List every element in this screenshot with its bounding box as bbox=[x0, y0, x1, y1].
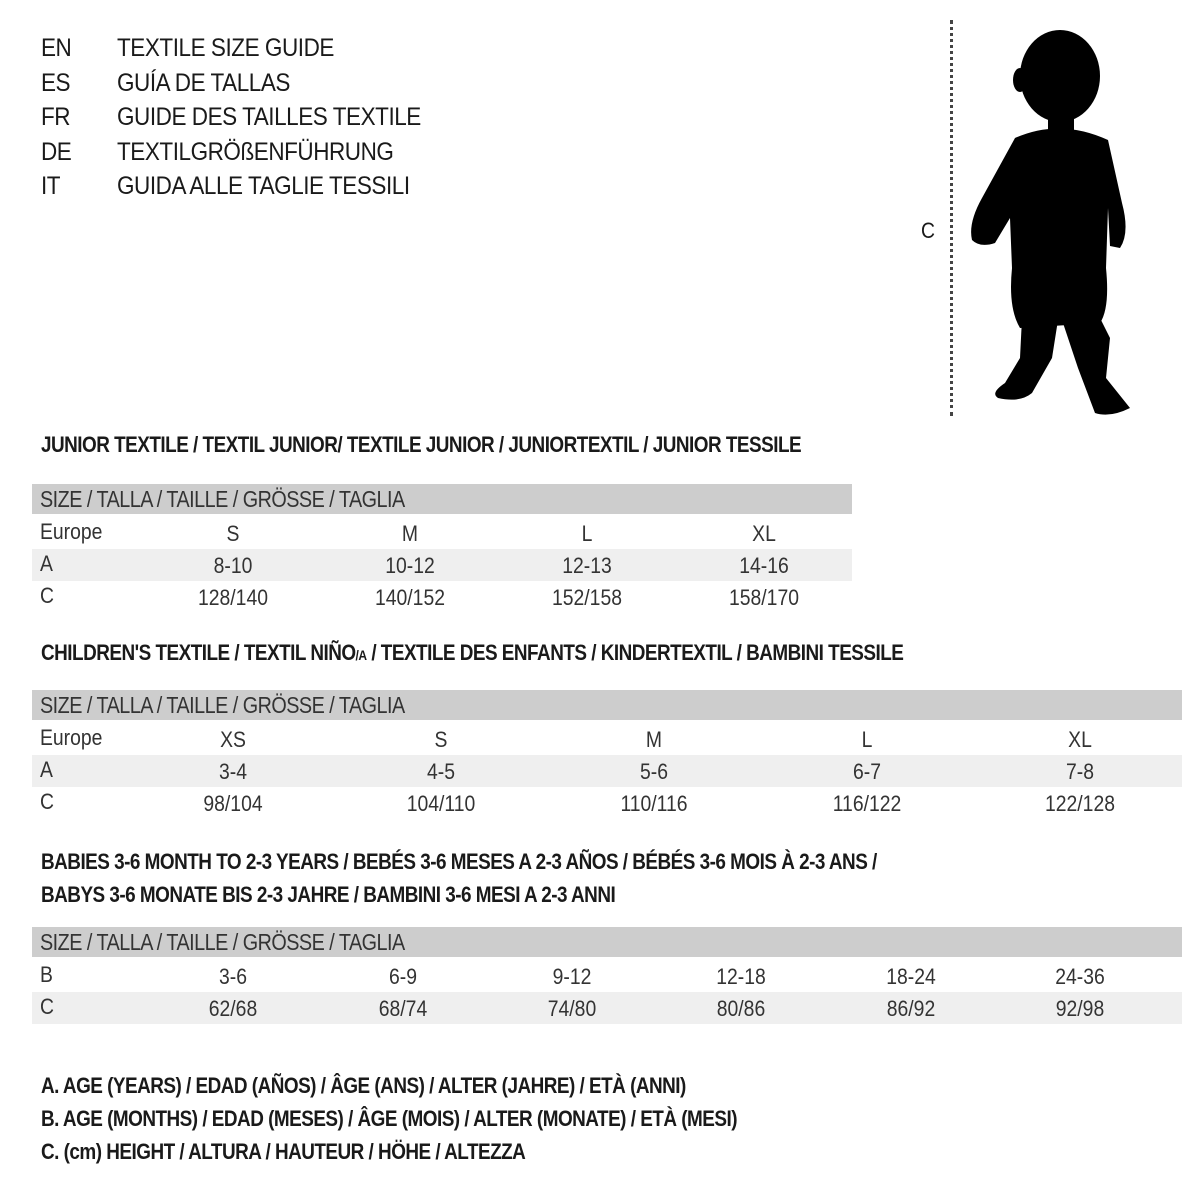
table-cell: 4-5 bbox=[427, 759, 455, 784]
table-row: A 3-4 4-5 5-6 6-7 7-8 bbox=[32, 755, 1182, 787]
table-cell: 80/86 bbox=[716, 996, 766, 1021]
table-cell: 128/140 bbox=[198, 585, 268, 610]
legend-item: C. (cm) HEIGHT / ALTURA / HAUTEUR / HÖHE… bbox=[41, 1139, 526, 1164]
table-cell: M bbox=[401, 521, 419, 546]
title-text: GUÍA DE TALLAS bbox=[117, 68, 290, 97]
title-lang-code: EN bbox=[41, 34, 72, 62]
table-cell: L bbox=[861, 727, 873, 752]
row-label: A bbox=[40, 757, 53, 782]
babies-size-table: SIZE / TALLA / TAILLE / GRÖSSE / TAGLIA B… bbox=[32, 927, 1182, 1024]
table-cell: 122/128 bbox=[1045, 791, 1115, 816]
table-cell: 5-6 bbox=[640, 759, 668, 784]
table-cell: 6-7 bbox=[853, 759, 881, 784]
table-cell: L bbox=[581, 521, 593, 546]
legend-item: A. AGE (YEARS) / EDAD (AÑOS) / ÂGE (ANS)… bbox=[41, 1073, 686, 1098]
table-row: C 98/104 104/110 110/116 116/122 122/128 bbox=[32, 787, 1182, 819]
table-row: B 3-6 6-9 9-12 12-18 18-24 24-36 bbox=[32, 960, 1182, 992]
table-cell: 68/74 bbox=[378, 996, 428, 1021]
row-label: C bbox=[40, 583, 54, 608]
junior-section-title: JUNIOR TEXTILE / TEXTIL JUNIOR/ TEXTILE … bbox=[41, 432, 802, 457]
table-cell: 7-8 bbox=[1066, 759, 1094, 784]
row-label: C bbox=[40, 789, 54, 814]
junior-size-table: SIZE / TALLA / TAILLE / GRÖSSE / TAGLIA E… bbox=[32, 484, 852, 613]
table-cell: 74/80 bbox=[547, 996, 597, 1021]
table-cell: 8-10 bbox=[213, 553, 253, 578]
table-cell: 12-18 bbox=[716, 964, 766, 989]
table-cell: 110/116 bbox=[620, 791, 688, 816]
table-cell: 152/158 bbox=[552, 585, 622, 610]
table-cell: 12-13 bbox=[562, 553, 612, 578]
height-measure-line bbox=[950, 20, 953, 416]
title-text: GUIDA ALLE TAGLIE TESSILI bbox=[117, 172, 410, 200]
table-row: Europe S M L XL bbox=[32, 517, 852, 549]
table-cell: 18-24 bbox=[886, 964, 936, 989]
table-cell: S bbox=[434, 727, 448, 752]
children-section-title: CHILDREN'S TEXTILE / TEXTIL NIÑO/A / TEX… bbox=[41, 640, 904, 666]
babies-section-title-line2: BABYS 3-6 MONATE BIS 2-3 JAHRE / BAMBINI… bbox=[41, 882, 616, 907]
table-cell: 116/122 bbox=[832, 791, 902, 816]
row-label: Europe bbox=[40, 725, 103, 750]
table-header-bar: SIZE / TALLA / TAILLE / GRÖSSE / TAGLIA bbox=[32, 927, 1182, 957]
children-title-end: / TEXTILE DES ENFANTS / KINDERTEXTIL / B… bbox=[366, 640, 904, 665]
table-cell: 10-12 bbox=[385, 553, 435, 578]
table-cell: 6-9 bbox=[389, 964, 417, 989]
table-cell: 140/152 bbox=[375, 585, 445, 610]
table-cell: M bbox=[645, 727, 663, 752]
row-label: C bbox=[40, 994, 54, 1019]
child-silhouette-icon bbox=[971, 30, 1130, 415]
title-lang-code: DE bbox=[41, 137, 72, 166]
table-header-label: SIZE / TALLA / TAILLE / GRÖSSE / TAGLIA bbox=[40, 692, 405, 718]
height-measure-label: C bbox=[921, 218, 935, 243]
table-cell: 98/104 bbox=[203, 791, 263, 816]
table-cell: XL bbox=[1068, 727, 1092, 752]
title-lang-code: FR bbox=[41, 103, 71, 131]
table-header-label: SIZE / TALLA / TAILLE / GRÖSSE / TAGLIA bbox=[40, 486, 405, 512]
table-cell: 86/92 bbox=[886, 996, 936, 1021]
title-text: TEXTILGRÖßENFÜHRUNG bbox=[117, 137, 394, 166]
table-row: C 62/68 68/74 74/80 80/86 86/92 92/98 bbox=[32, 992, 1182, 1024]
babies-section-title-line1: BABIES 3-6 MONTH TO 2-3 YEARS / BEBÉS 3-… bbox=[41, 849, 877, 874]
table-row: A 8-10 10-12 12-13 14-16 bbox=[32, 549, 852, 581]
legend-item: B. AGE (MONTHS) / EDAD (MESES) / ÂGE (MO… bbox=[41, 1106, 737, 1131]
table-row: C 128/140 140/152 152/158 158/170 bbox=[32, 581, 852, 613]
title-text: TEXTILE SIZE GUIDE bbox=[117, 34, 334, 62]
table-cell: 9-12 bbox=[552, 964, 592, 989]
row-label: Europe bbox=[40, 519, 103, 544]
title-lang-code: ES bbox=[41, 68, 71, 97]
table-cell: 3-6 bbox=[219, 964, 247, 989]
row-label: B bbox=[40, 962, 53, 987]
table-cell: 104/110 bbox=[406, 791, 476, 816]
table-cell: 24-36 bbox=[1055, 964, 1105, 989]
table-cell: 3-4 bbox=[219, 759, 247, 784]
row-label: A bbox=[40, 551, 53, 576]
table-row: Europe XS S M L XL bbox=[32, 723, 1182, 755]
table-header-bar: SIZE / TALLA / TAILLE / GRÖSSE / TAGLIA bbox=[32, 690, 1182, 720]
table-cell: XS bbox=[220, 727, 246, 752]
table-cell: 158/170 bbox=[729, 585, 799, 610]
table-cell: S bbox=[226, 521, 240, 546]
title-lang-code: IT bbox=[41, 172, 61, 200]
table-header-label: SIZE / TALLA / TAILLE / GRÖSSE / TAGLIA bbox=[40, 929, 405, 955]
children-title-start: CHILDREN'S TEXTILE / TEXTIL NIÑO bbox=[41, 640, 356, 665]
table-cell: XL bbox=[752, 521, 776, 546]
table-cell: 62/68 bbox=[208, 996, 258, 1021]
table-cell: 92/98 bbox=[1055, 996, 1105, 1021]
children-size-table: SIZE / TALLA / TAILLE / GRÖSSE / TAGLIA E… bbox=[32, 690, 1182, 819]
children-title-sub: /A bbox=[355, 647, 368, 663]
table-cell: 14-16 bbox=[739, 553, 789, 578]
title-text: GUIDE DES TAILLES TEXTILE bbox=[117, 103, 421, 131]
table-header-bar: SIZE / TALLA / TAILLE / GRÖSSE / TAGLIA bbox=[32, 484, 852, 514]
